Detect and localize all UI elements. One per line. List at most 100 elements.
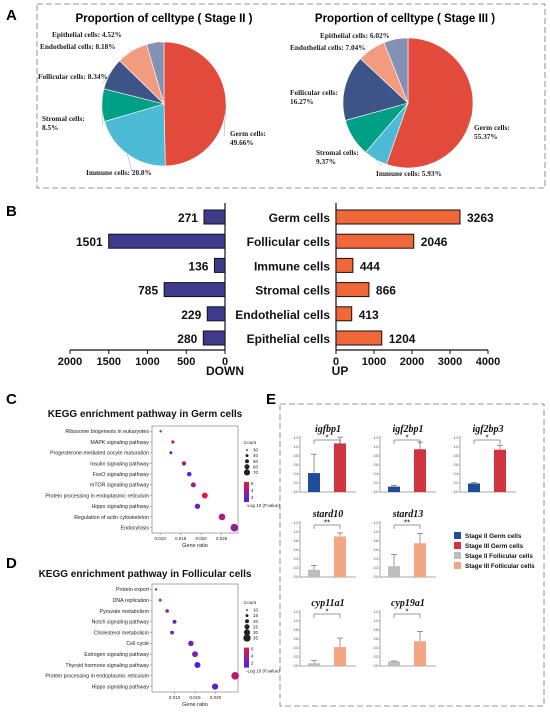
kegg-follicular-color-legend-tick: 4 [251, 654, 254, 659]
up-axis-label: UP [332, 364, 349, 378]
kegg-germ-term-label: mTOR signaling pathway [90, 483, 149, 489]
significance-bracket [393, 613, 421, 618]
significance-bracket [473, 439, 501, 444]
up-tick-label: 1000 [362, 356, 386, 368]
pie-stage2-slice-label: Follicular cells: 8.34% [38, 72, 108, 81]
kegg-follicular-color-legend-tick: 6 [251, 647, 254, 652]
kegg-germ-term-label: MAPK signaling pathway [90, 440, 149, 446]
significance-marker: * [325, 608, 328, 617]
expression-bar [308, 663, 320, 666]
kegg-germ-size-legend-label: 70 [253, 470, 259, 475]
gene-y-tick-label: 0.8 [374, 454, 379, 458]
kegg-germ-term-label: Hippo signaling pathway [92, 504, 150, 510]
pie-stage2: Germ cells: 49.66% Immune cells: 20.8% Stro… [38, 30, 266, 177]
gene-y-tick-label: 0.6 [454, 463, 459, 467]
kegg-follicular-term-label: Estrogen signaling pathway [84, 652, 149, 658]
kegg-follicular-size-legend-label: 10 [253, 608, 259, 613]
panel-label-c: C [6, 391, 17, 408]
down-bar-value: 271 [178, 211, 198, 225]
gene-title: igfbp1 [315, 424, 341, 435]
gene-y-tick-label: 0.8 [374, 539, 379, 543]
up-bar [335, 306, 353, 322]
legend-label: Stage II Germ cells [465, 533, 522, 540]
gene-y-tick-label: 0.0 [294, 490, 299, 494]
kegg-germ-color-legend-tick: 4 [251, 488, 254, 493]
legend-swatch [454, 552, 461, 559]
gene-y-tick-label: 0.6 [294, 637, 299, 641]
panel-e-frame [279, 403, 545, 707]
expression-bar [334, 647, 346, 666]
kegg-germ-point [171, 440, 175, 444]
kegg-germ-term-label: Progesterone-mediated oocyte maturation [50, 451, 149, 457]
pie-stage3-leader-line [395, 38, 399, 41]
gene-y-tick-label: 0.2 [374, 481, 379, 485]
category-label: Epithelial cells [247, 332, 331, 346]
pie-stage3-slice-label: Epithelial cells: 6.02% [320, 31, 390, 40]
kegg-follicular-size-legend-dot [245, 614, 249, 618]
kegg-follicular-size-legend-dot [245, 619, 249, 624]
down-tick-label: 1500 [97, 356, 121, 368]
down-bar [202, 330, 226, 346]
kegg-germ-x-tick-label: 0.020 [196, 536, 208, 541]
expression-bar-charts: igfbp11.21.00.80.60.40.20.0*igf2bp11.21.… [294, 424, 516, 668]
kegg-follicular-size-legend-dot [243, 629, 251, 636]
kegg-follicular-point [172, 619, 177, 624]
panel-label-b: B [6, 203, 17, 220]
kegg-follicular-point [170, 630, 174, 635]
pie-stage3-slice-label: Stromal cells: 9.37% [316, 148, 359, 166]
gene-y-tick-label: 0.4 [374, 472, 379, 476]
pie-stage2-slice-label-line: 49.66% [230, 138, 254, 147]
up-tick-label: 0 [333, 356, 339, 368]
up-bar-value: 413 [359, 308, 379, 322]
gene-y-tick-label: 0.0 [454, 490, 459, 494]
up-bar-value: 866 [376, 284, 396, 298]
expression-bar [388, 486, 400, 492]
gene-y-tick-label: 0.8 [294, 539, 299, 543]
up-bar [335, 330, 383, 346]
down-axis-label: DOWN [206, 364, 244, 378]
down-bar-value: 136 [188, 259, 208, 273]
kegg-follicular-plot: Protein export DNA replication Pyruvate me… [45, 583, 280, 708]
kegg-follicular-point [194, 661, 201, 669]
kegg-germ-color-legend-tick: 2 [251, 495, 254, 500]
kegg-germ-plot: Ribosome biogenesis in eukaryotes MAPK si… [45, 425, 280, 549]
significance-bracket [313, 439, 341, 444]
kegg-germ-size-legend-dot [245, 459, 249, 464]
up-bar [335, 282, 370, 298]
gene-y-tick-label: 1.0 [374, 445, 379, 449]
gene-y-tick-label: 0.0 [294, 575, 299, 579]
kegg-follicular-size-legend-dot [243, 634, 251, 642]
expression-bar [334, 443, 346, 492]
up-bar-value: 2046 [421, 235, 448, 249]
pie-stage3-slice-label-line: Germ cells: [474, 123, 510, 132]
pie-stage2-leader-line [127, 153, 133, 173]
pie-stage2-slice [104, 103, 166, 167]
pie-stage3-slice-label: Endothelial cells: 7.04% [290, 43, 366, 52]
kegg-germ-size-legend-dot [245, 454, 249, 458]
up-bar [335, 257, 354, 273]
gene-y-tick-label: 1.2 [294, 610, 299, 614]
pie-stage3-slice-label-line: 16.27% [290, 97, 314, 106]
kegg-follicular-x-tick-label: 0.010 [169, 695, 181, 700]
gene-y-tick-label: 0.0 [374, 490, 379, 494]
expression-bar [334, 536, 346, 577]
category-label: Stromal cells [255, 284, 330, 298]
kegg-germ-size-legend-label: 40 [253, 453, 259, 458]
gene-y-tick-label: 0.8 [294, 628, 299, 632]
kegg-follicular-size-legend-dot [244, 624, 250, 630]
gene-y-tick-label: 1.0 [294, 619, 299, 623]
pie-stage2-slice-label-line: Germ cells: [230, 129, 266, 138]
down-tick-label: 500 [177, 356, 195, 368]
gene-y-tick-label: 0.2 [294, 566, 299, 570]
expression-bar [414, 449, 426, 492]
pie-stage2-slice-label: Germ cells: 49.66% [230, 129, 266, 147]
gene-y-tick-label: 0.8 [454, 454, 459, 458]
down-tick-label: 1000 [135, 356, 159, 368]
gene-y-tick-label: 1.0 [454, 445, 459, 449]
down-bar [206, 306, 226, 322]
pie-stage2-leader-line [101, 73, 111, 85]
kegg-follicular-size-legend-label: 20 [253, 619, 259, 624]
significance-bracket [393, 439, 421, 444]
pie-stage3: Germ cells: 55.37% Immune cells: 5.93% Stro… [290, 31, 510, 178]
kegg-follicular-size-legend-label: 30 [253, 630, 259, 635]
